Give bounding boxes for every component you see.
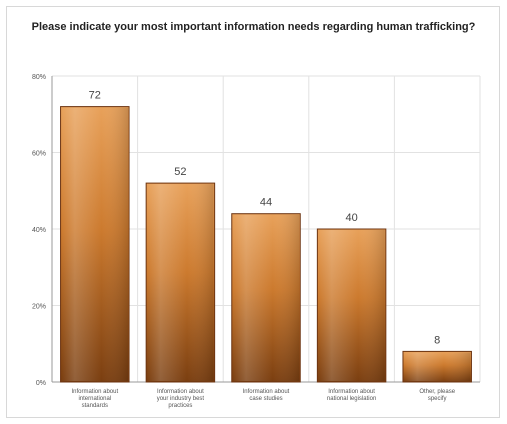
x-tick-label: Other, please specify: [419, 389, 455, 402]
x-tick-label: Information about your industry best pract…: [157, 389, 205, 409]
bar-layer: [60, 106, 472, 383]
x-tick-label: Information about case studies: [243, 389, 290, 402]
bar-shine: [147, 184, 214, 381]
data-label: 52: [174, 166, 186, 178]
x-tick-label: Information about international standards: [71, 389, 118, 409]
data-label: 44: [260, 197, 272, 209]
y-tick-label: 20%: [32, 304, 46, 311]
y-tick-label: 60%: [32, 151, 46, 158]
chart-title: Please indicate your most important info…: [31, 21, 476, 33]
y-tick-label: 80%: [32, 74, 46, 81]
data-label: 8: [434, 334, 440, 346]
data-label: 40: [345, 212, 357, 224]
data-label: 72: [89, 90, 101, 102]
bar-shine: [232, 214, 300, 381]
y-tick-label: 40%: [32, 227, 46, 234]
bar-shine: [318, 230, 385, 381]
x-tick-label: Information about national legislation: [327, 389, 376, 402]
bar-shine: [403, 352, 471, 381]
y-tick-label: 0%: [36, 380, 46, 387]
bar-shine: [61, 107, 129, 381]
label-layer: 72 Information about international standard…: [71, 90, 455, 409]
